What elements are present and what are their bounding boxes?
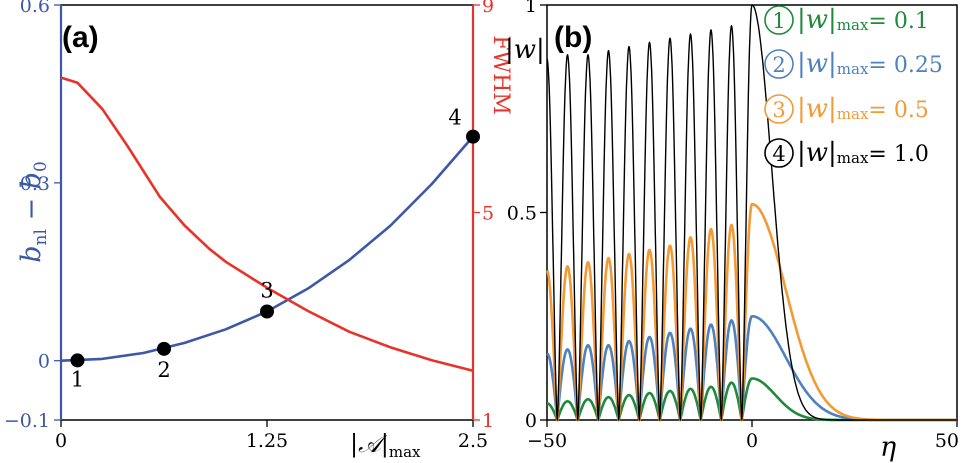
a-point-label-1: 1 xyxy=(71,367,84,391)
legend-marker-circle-1 xyxy=(764,5,794,35)
legend-entry-1: |w|max= 0.1 xyxy=(797,5,929,35)
a-xtick-label: 0 xyxy=(55,430,67,452)
panel-b-series xyxy=(546,4,958,422)
panel-a-ylabel-right: FWHM xyxy=(488,35,513,115)
legend-marker-3: 3 xyxy=(772,98,785,122)
b-series-2-line xyxy=(546,314,958,422)
legend-entry-3: |w|max= 0.5 xyxy=(797,94,929,124)
panel-a-plot-frame xyxy=(60,4,474,421)
panel-b-legend: 1 |w|max= 0.1 2 |w|max= 0.25 3 |w|max= 0.5 4 |w… xyxy=(764,5,943,168)
a-point-label-3: 3 xyxy=(260,279,273,303)
a-ytick-left-label: −0.1 xyxy=(4,410,50,432)
legend-marker-4: 4 xyxy=(772,142,785,166)
b-ytick-label: 1 xyxy=(525,0,537,17)
a-xtick-label: 1.25 xyxy=(246,430,288,452)
a-ytick-right-label: 1 xyxy=(482,410,494,432)
a-ytick-right-label: 5 xyxy=(482,203,494,225)
legend-entry-2: |w|max= 0.25 xyxy=(797,49,943,79)
a-ytick-left-label: 0.6 xyxy=(20,0,50,17)
a-point-label-4: 4 xyxy=(448,106,461,130)
a-point-label-2: 2 xyxy=(157,358,170,382)
legend-marker-2: 2 xyxy=(772,53,785,77)
legend-marker-circle-4 xyxy=(764,138,794,168)
legend-marker-1: 1 xyxy=(772,9,785,33)
b-series-1-line xyxy=(546,377,958,422)
panel-a-points: 1 2 3 4 xyxy=(70,106,480,391)
a-ytick-left-label: 0 xyxy=(38,351,50,373)
a-series-blue-line xyxy=(60,135,474,362)
b-ytick-label: 0 xyxy=(525,410,537,432)
a-point-4 xyxy=(466,129,480,144)
b-series-4-line xyxy=(546,4,958,421)
panel-b-xlabel: η xyxy=(880,432,896,463)
a-point-3 xyxy=(260,304,274,319)
legend-marker-circle-2 xyxy=(764,49,794,79)
b-xtick-label: 0 xyxy=(746,430,758,452)
b-xtick-label: 50 xyxy=(935,430,959,452)
b-xtick-label: −50 xyxy=(527,430,567,452)
a-point-1 xyxy=(70,353,85,368)
legend-entry-4: |w|max= 1.0 xyxy=(797,138,929,168)
b-series-3-line xyxy=(546,202,958,422)
a-series-red-line xyxy=(60,76,474,372)
panel-a-xlabel: |𝒜|max xyxy=(350,430,421,461)
panel-b-ylabel: |w| xyxy=(505,35,545,65)
a-xtick-label: 2.5 xyxy=(458,430,488,452)
panel-a-series xyxy=(60,76,474,372)
a-ytick-right-label: 9 xyxy=(482,0,494,17)
legend-marker-circle-3 xyxy=(764,94,794,124)
b-ytick-label: 0.5 xyxy=(507,203,537,225)
a-point-2 xyxy=(157,341,171,356)
a-ytick-left-label: 0.3 xyxy=(20,173,50,195)
panel-b-label: (b) xyxy=(554,21,592,54)
panel-a-label: (a) xyxy=(62,21,99,54)
panel-a-ylabel-left: bnl − b0 xyxy=(16,161,51,263)
